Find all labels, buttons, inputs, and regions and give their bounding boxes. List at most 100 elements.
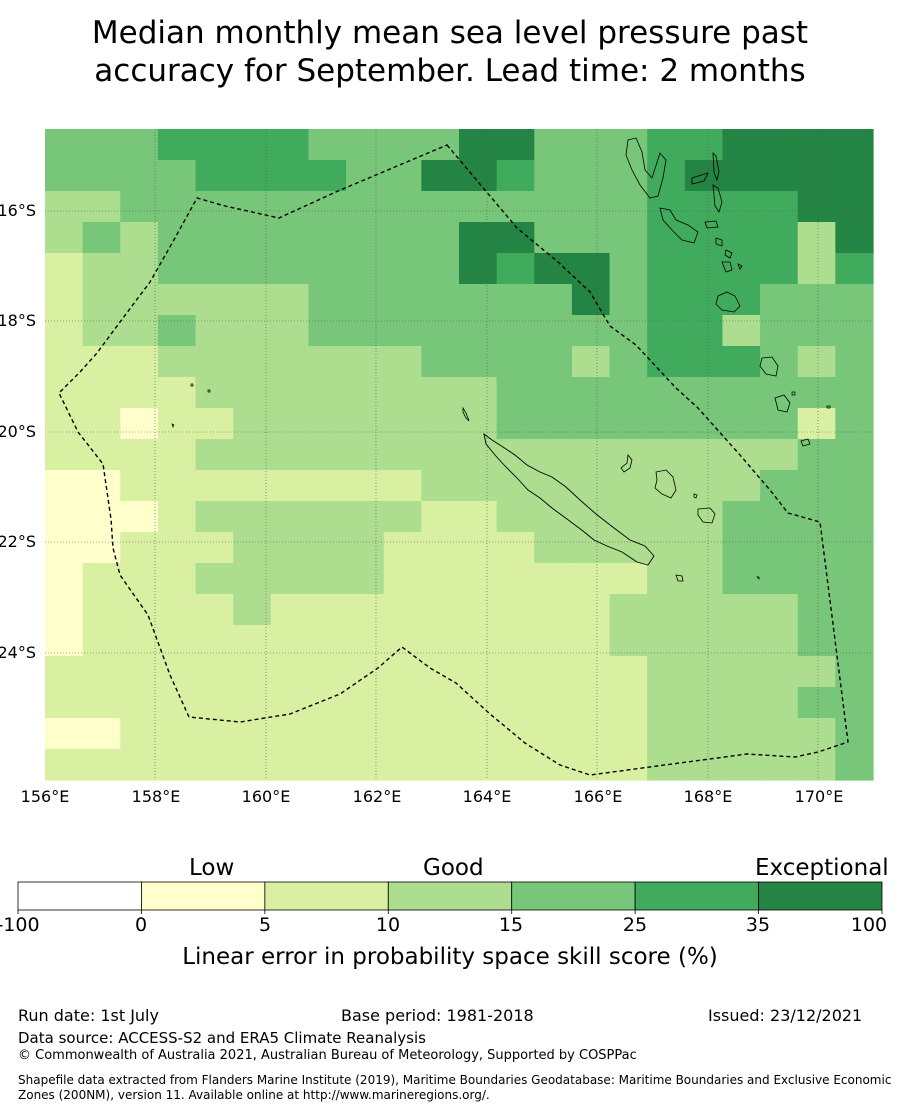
skill-cell	[270, 594, 310, 626]
skill-cell	[346, 501, 385, 533]
skill-cell	[459, 377, 498, 409]
skill-cell	[195, 222, 234, 254]
tick-label-10: 10	[375, 914, 401, 936]
skill-cell	[760, 532, 799, 564]
skill-cell	[797, 346, 836, 378]
category-exceptional: Exceptional	[755, 855, 889, 881]
skill-cell	[835, 625, 874, 657]
skill-cell	[383, 284, 422, 316]
skill-cell	[609, 284, 648, 316]
skill-cell	[459, 315, 498, 347]
skill-cell	[609, 594, 648, 626]
skill-cell	[308, 377, 347, 409]
skill-cell	[647, 625, 686, 657]
skill-cell	[157, 687, 197, 719]
skill-cell	[571, 377, 611, 409]
skill-cell	[534, 625, 573, 657]
skill-cell	[609, 718, 648, 750]
skill-cell	[534, 346, 573, 378]
skill-cell	[797, 439, 836, 471]
skill-cell	[45, 408, 84, 440]
skill-cell	[459, 191, 498, 223]
skill-cell	[571, 222, 611, 254]
skill-cell	[684, 315, 724, 347]
skill-cell	[835, 160, 874, 192]
skill-cell	[383, 594, 422, 626]
skill-cell	[233, 532, 272, 564]
category-low: Low	[189, 855, 235, 881]
skill-cell	[195, 253, 234, 285]
skill-cell	[233, 377, 272, 409]
skill-cell	[45, 160, 84, 192]
skill-cell	[82, 687, 121, 719]
skill-cell	[346, 594, 385, 626]
chesterfield-islet-2	[207, 389, 211, 393]
skill-cell	[496, 408, 535, 440]
skill-cell	[496, 284, 535, 316]
skill-cell	[195, 470, 234, 502]
mare-island	[697, 507, 716, 524]
colorbar-segment	[511, 881, 636, 911]
skill-cell	[797, 625, 836, 657]
skill-cell	[609, 439, 648, 471]
skill-cell	[45, 501, 84, 533]
skill-cell	[760, 594, 799, 626]
skill-cell	[835, 315, 874, 347]
skill-cell	[496, 346, 535, 378]
skill-cell	[195, 532, 234, 564]
skill-cell	[233, 408, 272, 440]
skill-cell	[647, 346, 686, 378]
skill-cell	[157, 191, 197, 223]
skill-cell	[270, 315, 310, 347]
skill-cell	[383, 563, 422, 595]
skill-cell	[760, 160, 799, 192]
skill-cell	[383, 625, 422, 657]
lon-label-164e: 164°E	[462, 787, 512, 806]
skill-cell	[195, 656, 234, 688]
skill-cell	[609, 377, 648, 409]
skill-cell	[233, 315, 272, 347]
skill-cell	[195, 377, 234, 409]
skill-cell	[835, 284, 874, 316]
skill-cell	[82, 439, 121, 471]
skill-cell	[120, 718, 159, 750]
skill-cell	[609, 625, 648, 657]
skill-cell	[270, 563, 310, 595]
futuna-island	[791, 391, 796, 396]
skill-cell	[157, 563, 197, 595]
skill-cell	[308, 222, 347, 254]
lon-label-160e: 160°E	[241, 787, 291, 806]
skill-cell	[120, 594, 159, 626]
skill-cell	[571, 532, 611, 564]
skill-cell	[270, 501, 310, 533]
skill-cell	[308, 191, 347, 223]
skill-cell	[157, 284, 197, 316]
skill-cell	[82, 346, 121, 378]
skill-cell	[157, 594, 197, 626]
skill-cell	[308, 594, 347, 626]
skill-cell	[233, 191, 272, 223]
skill-cell	[684, 749, 724, 781]
skill-cell	[571, 625, 611, 657]
skill-cell	[835, 408, 874, 440]
lon-label-168e: 168°E	[683, 787, 733, 806]
copyright: © Commonwealth of Australia 2021, Austra…	[18, 1048, 637, 1063]
aneityum-island	[774, 394, 791, 413]
skill-cell	[233, 129, 272, 161]
skill-cell	[233, 160, 272, 192]
skill-cell	[346, 532, 385, 564]
skill-cell	[233, 625, 272, 657]
skill-cell	[609, 160, 648, 192]
skill-cell	[496, 191, 535, 223]
skill-cell	[459, 284, 498, 316]
skill-cell	[647, 377, 686, 409]
skill-cell	[383, 129, 422, 161]
chesterfield-islet-1	[190, 383, 194, 387]
skill-cell	[308, 129, 347, 161]
skill-cell	[609, 749, 648, 781]
skill-cell	[647, 253, 686, 285]
tick-label-25: 25	[622, 914, 648, 936]
skill-cell	[157, 346, 197, 378]
skill-cell	[571, 160, 611, 192]
skill-cell	[82, 563, 121, 595]
